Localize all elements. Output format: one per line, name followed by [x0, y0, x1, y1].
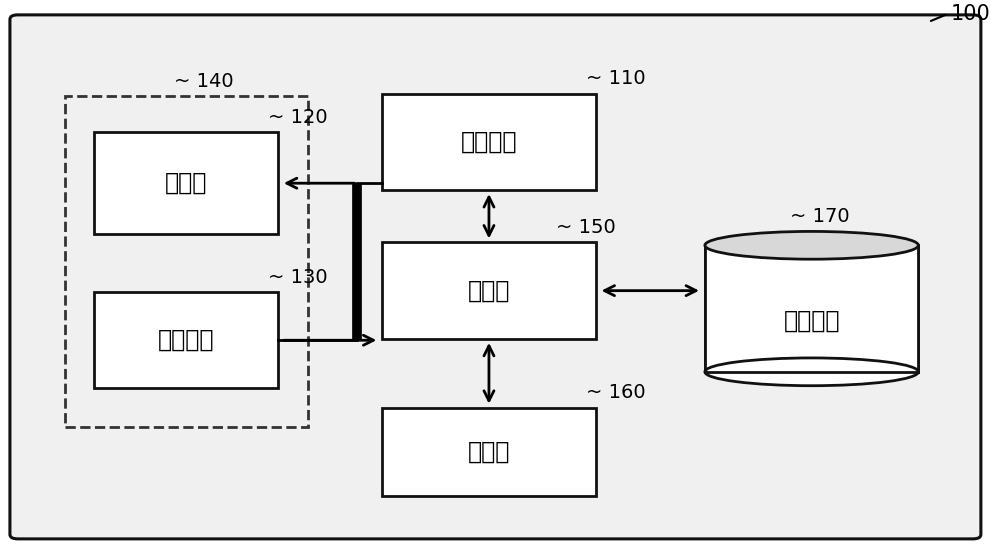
- Text: 100: 100: [951, 4, 991, 24]
- Bar: [382, 408, 596, 496]
- Bar: [94, 292, 278, 388]
- Text: ~ 140: ~ 140: [174, 72, 234, 91]
- Text: 成像部分: 成像部分: [461, 130, 517, 154]
- Bar: [65, 96, 308, 427]
- Text: ~ 160: ~ 160: [586, 383, 645, 402]
- Bar: [705, 245, 918, 372]
- Text: 触摸面板: 触摸面板: [158, 328, 214, 352]
- Text: 定时器: 定时器: [468, 440, 510, 464]
- Text: ~ 120: ~ 120: [268, 108, 328, 127]
- Ellipse shape: [705, 231, 918, 259]
- Text: ~ 150: ~ 150: [556, 218, 616, 237]
- Text: ~ 130: ~ 130: [268, 268, 328, 287]
- FancyBboxPatch shape: [10, 15, 981, 539]
- Bar: [382, 242, 596, 339]
- Ellipse shape: [705, 358, 918, 386]
- Text: ~ 110: ~ 110: [586, 69, 645, 88]
- Text: 存储部分: 存储部分: [783, 309, 840, 333]
- Text: ~ 170: ~ 170: [790, 207, 850, 226]
- Text: 显示器: 显示器: [165, 171, 207, 195]
- Bar: [382, 94, 596, 190]
- Text: 控制器: 控制器: [468, 279, 510, 302]
- Bar: [94, 132, 278, 234]
